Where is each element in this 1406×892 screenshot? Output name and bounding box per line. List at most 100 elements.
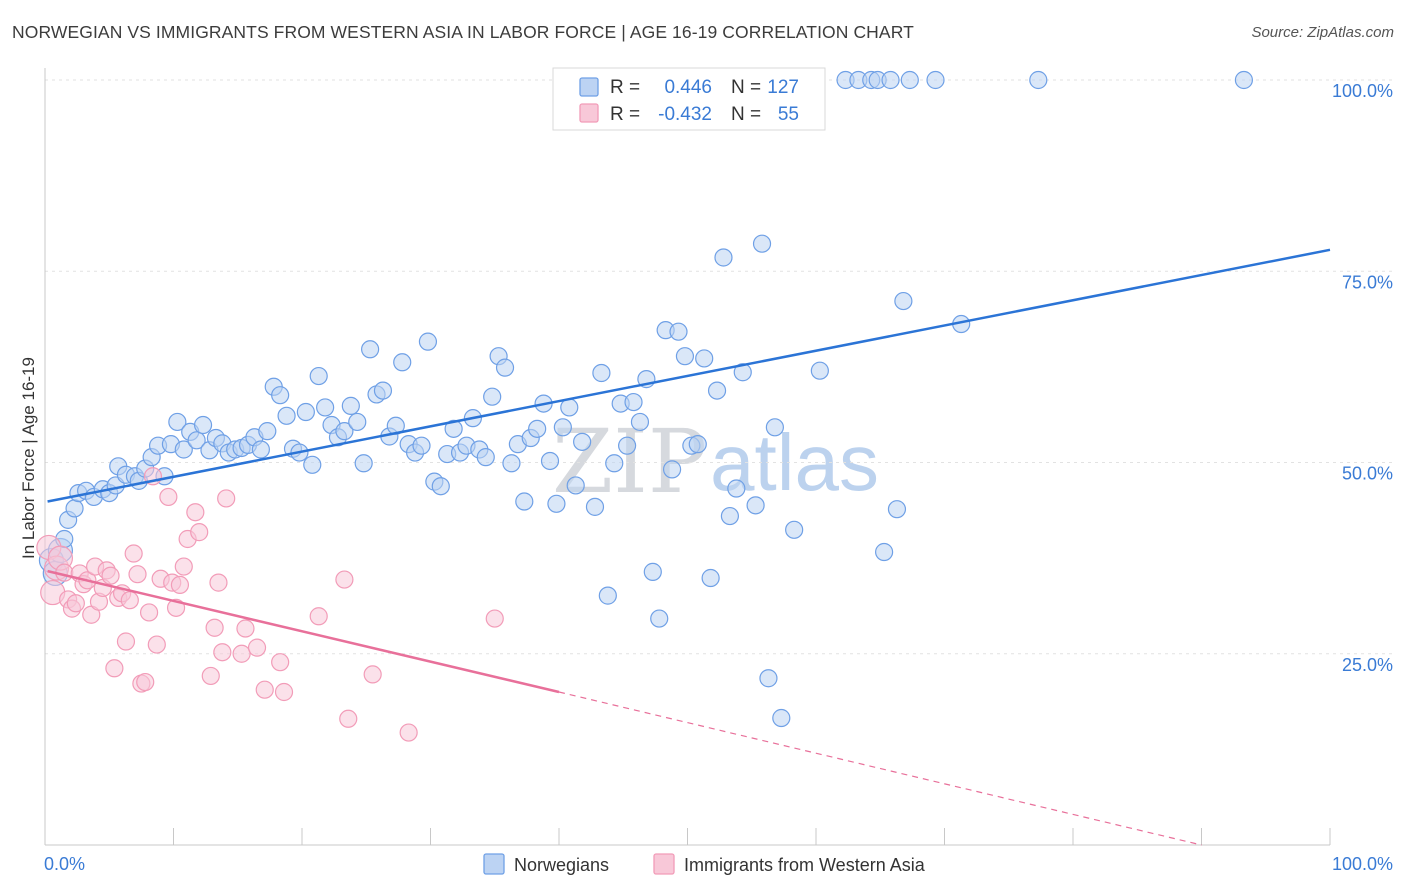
norwegian-point [701,568,720,588]
norwegian-point [894,291,913,311]
chart-title: NORWEGIAN VS IMMIGRANTS FROM WESTERN ASI… [12,22,914,42]
norwegian-point [688,435,707,454]
x-tick-label-max: 100.0% [1332,854,1393,874]
immigrant-point [124,544,143,563]
immigrant-point [190,523,209,542]
legend-swatch-immigrants [653,853,675,875]
immigrant-point [136,672,155,692]
norwegian-point [1029,70,1048,90]
norwegian-point [361,340,380,359]
immigrant-point [201,666,220,686]
stats-n-value-2: 55 [778,104,799,125]
stats-legend-swatch-norwegians [579,77,599,97]
y-axis-title: In Labor Force | Age 16-19 [19,357,38,559]
series-legend: Norwegians Immigrants from Western Asia [483,853,926,875]
stats-n-label-1: N = [731,77,761,98]
trend-line-immigrants-extension [558,691,1202,846]
norwegian-point [348,412,367,432]
immigrant-point [159,487,178,507]
norwegian-point [618,436,637,455]
norwegian-point [765,418,784,437]
norwegian-point [881,70,900,90]
norwegian-point [630,412,650,432]
immigrant-point [255,680,274,699]
legend-label-norwegians: Norwegians [514,855,609,875]
immigrant-point [213,643,232,662]
norwegian-point [592,363,611,383]
stats-r-value-1: 0.446 [664,77,712,98]
y-tick-labels: 25.0% 50.0% 75.0% 100.0% [1332,81,1393,675]
norwegian-point [187,431,206,450]
y-tick-label: 100.0% [1332,81,1393,101]
norwegian-point [887,500,907,519]
norwegian-point [875,542,894,562]
immigrant-point [186,503,205,522]
watermark-zip: ZIP [552,410,707,513]
norwegian-point [624,392,643,412]
norwegian-point [271,386,290,405]
norwegian-point [303,455,322,474]
immigrant-point [120,591,139,610]
immigrant-point [174,557,193,576]
norwegian-point [714,248,733,267]
y-tick-label: 50.0% [1342,464,1393,484]
trend-line-norwegians [47,248,1331,503]
norwegian-point [373,381,393,400]
trend-line-immigrants [47,569,560,694]
immigrant-point [147,635,166,654]
norwegian-point [926,70,945,90]
norwegian-point [733,363,752,382]
norwegian-point [258,422,277,441]
legend-swatch-norwegians [483,853,505,875]
immigrant-point [232,644,251,663]
norwegian-point [335,422,354,441]
norwegian-point [515,492,534,511]
norwegian-point [502,454,521,473]
norwegian-point [168,412,187,432]
norwegian-point [309,366,328,386]
gridlines [45,79,1393,655]
x-tick-label-min: 0.0% [44,854,85,874]
norwegian-point [573,432,592,451]
norwegian-point [695,349,714,368]
stats-r-label-1: R = [610,77,640,98]
immigrant-point [116,632,136,651]
norwegian-point [675,347,695,366]
norwegian-point [354,454,373,473]
norwegian-point [752,234,772,253]
immigrant-point [66,594,85,613]
norwegian-point [418,332,438,351]
x-axis-ticks [44,828,1331,845]
immigrant-point [339,709,358,728]
immigrant-point [247,638,267,657]
norwegian-point [540,451,560,471]
immigrant-point [335,570,354,589]
immigrant-point [170,575,190,595]
norwegian-point [746,496,765,515]
norwegian-point [341,396,360,415]
norwegian-point [650,609,669,628]
stats-r-label-2: R = [610,104,640,125]
norwegian-point [495,358,515,377]
norwegian-point [785,520,804,539]
norwegian-point [605,454,624,473]
immigrant-point [105,659,124,678]
norwegian-point [476,448,495,467]
immigrant-point [363,665,382,684]
norwegian-point [174,440,193,459]
norwegian-point [772,708,791,728]
norwegian-point [727,479,746,498]
norwegian-point [643,562,662,581]
immigrant-point [217,489,236,508]
immigrant-point [209,573,228,592]
norwegian-point [277,406,296,425]
stats-r-value-2: -0.432 [658,104,712,125]
norwegian-point [547,494,566,513]
norwegian-point [720,506,740,526]
norwegian-point [444,419,463,438]
norwegian-point [251,440,270,459]
norwegian-point [528,419,547,438]
stats-n-value-1: 127 [767,77,799,98]
norwegian-point [598,586,617,605]
